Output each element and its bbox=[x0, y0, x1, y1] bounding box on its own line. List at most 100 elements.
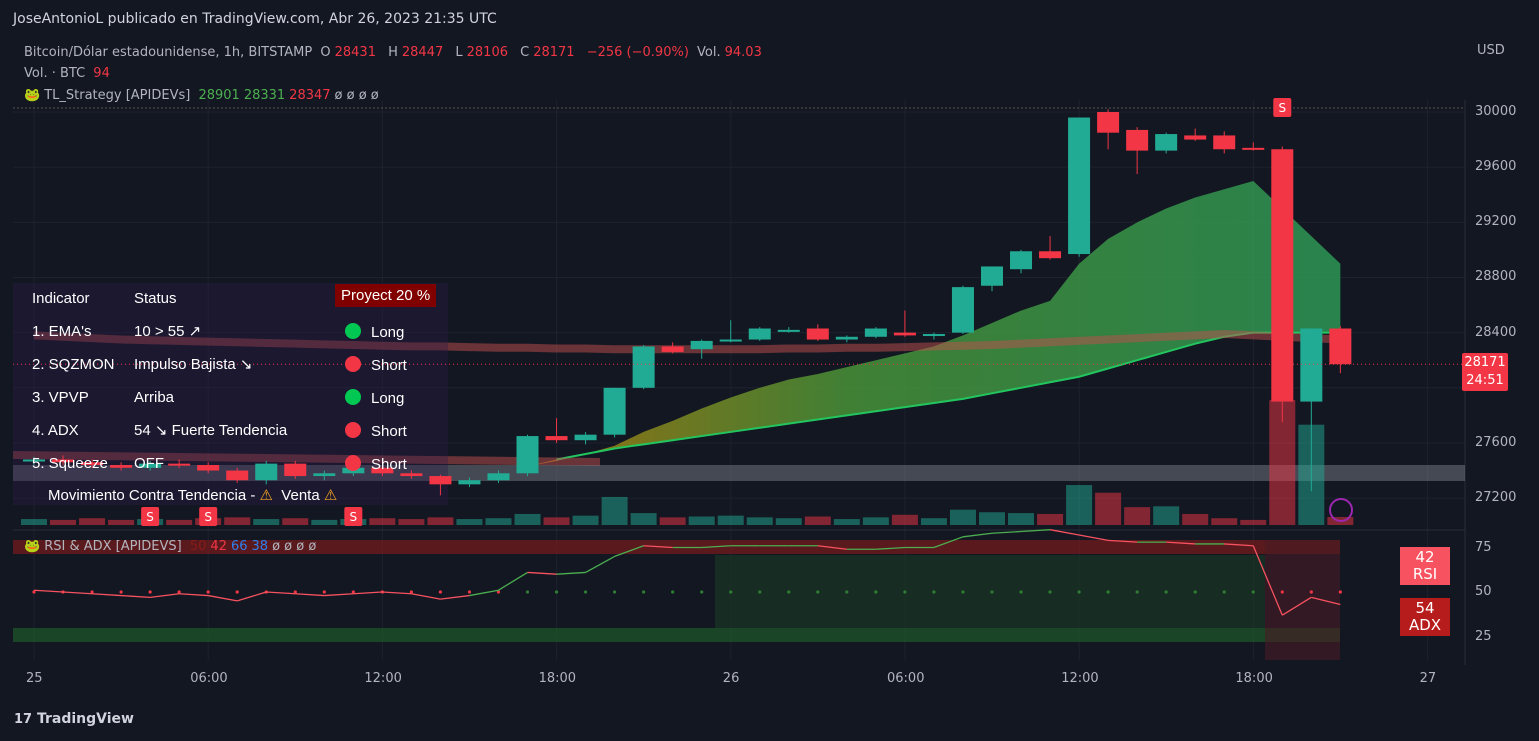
signal-dot-icon bbox=[345, 389, 361, 405]
candle-body bbox=[371, 467, 394, 474]
volume-bar bbox=[369, 518, 396, 525]
table-row-status: Arriba bbox=[134, 389, 175, 406]
high-value: 28447 bbox=[401, 45, 444, 60]
adx-dot bbox=[32, 590, 36, 594]
adx-dot bbox=[409, 590, 413, 594]
rsi-line-segment bbox=[962, 532, 993, 538]
table-row-signal: Short bbox=[345, 356, 407, 375]
frog-icon: 🐸 bbox=[24, 539, 41, 554]
publisher-header: JoseAntonioL publicado en TradingView.co… bbox=[13, 11, 497, 27]
adx-dot bbox=[438, 590, 443, 594]
candle-body bbox=[980, 266, 1003, 286]
warning-icon: ⚠ bbox=[323, 487, 338, 504]
price-tick: 27200 bbox=[1475, 490, 1517, 506]
adx-value: 66 bbox=[230, 539, 248, 554]
volume-bar bbox=[1037, 513, 1064, 525]
tradingview-logo[interactable]: 𝟭𝟳 TradingView bbox=[14, 711, 134, 727]
lightning-icon bbox=[1329, 498, 1353, 522]
adx-dot bbox=[90, 590, 94, 594]
low-value: 28106 bbox=[466, 45, 508, 60]
rsi-line-segment bbox=[62, 591, 93, 595]
candle-body bbox=[23, 459, 45, 462]
candle-body bbox=[1213, 135, 1236, 150]
strategy-title[interactable]: TL_Strategy [APIDEVs] bbox=[44, 88, 191, 103]
sell-signal-label: S bbox=[146, 510, 154, 524]
rsi-line-segment bbox=[150, 593, 180, 598]
rsi-line-segment bbox=[643, 545, 673, 549]
candle-body bbox=[951, 287, 974, 333]
volume-bar bbox=[543, 517, 570, 525]
adx-value: 38 bbox=[251, 539, 269, 554]
price-tick: 29600 bbox=[1475, 159, 1517, 175]
candle-body bbox=[922, 334, 945, 337]
rsi-line-segment bbox=[469, 589, 499, 597]
candle-body bbox=[719, 339, 742, 342]
adx-dot bbox=[496, 590, 501, 594]
footer-text: Movimiento Contra Tendencia - bbox=[48, 487, 256, 504]
adx-dot bbox=[1309, 590, 1313, 594]
adx-dot bbox=[1164, 590, 1168, 594]
adx-tag-label: ADX bbox=[1408, 616, 1442, 634]
adx-dot bbox=[525, 590, 530, 594]
table-row-status: 10 > 55 ↗ bbox=[134, 323, 202, 340]
vol-value: 94.03 bbox=[724, 45, 762, 60]
volume-bar bbox=[1124, 507, 1151, 525]
volume-bar bbox=[50, 519, 77, 525]
sell-signal-marker bbox=[199, 507, 218, 526]
symbol-title[interactable]: Bitcoin/Dólar estadounidense, 1h, BITSTA… bbox=[24, 45, 313, 60]
rsi-line-segment bbox=[353, 591, 383, 595]
sell-signal-marker bbox=[1273, 98, 1292, 117]
table-row-status: 54 ↘ Fuerte Tendencia bbox=[134, 422, 288, 439]
table-row-name: 4. ADX bbox=[32, 422, 79, 439]
rsi-line-segment bbox=[208, 594, 238, 602]
price-tick: 28800 bbox=[1475, 269, 1517, 285]
candle-body bbox=[429, 476, 452, 485]
candle-body bbox=[864, 328, 887, 337]
signal-dot-icon bbox=[345, 356, 361, 372]
table-footer: Movimiento Contra Tendencia - ⚠ Venta ⚠ bbox=[48, 487, 337, 505]
table-row-signal: Long bbox=[345, 323, 404, 342]
rsi-oversold-band bbox=[13, 628, 1340, 642]
candle-body bbox=[1126, 129, 1149, 151]
volume-bar bbox=[427, 517, 454, 525]
rsi-line-segment bbox=[382, 591, 412, 595]
time-tick: 18:00 bbox=[538, 671, 577, 686]
high-label: H bbox=[388, 45, 398, 60]
candle-body bbox=[748, 328, 771, 340]
currency-label[interactable]: USD bbox=[1477, 43, 1505, 58]
rsi-line-segment bbox=[92, 593, 122, 597]
strategy-nulls: ø ø ø ø bbox=[334, 88, 379, 103]
candle-body bbox=[458, 480, 481, 485]
volume-bar bbox=[253, 519, 280, 525]
rsi-title[interactable]: RSI & ADX [APIDEVS] bbox=[44, 539, 182, 554]
ema-cloud bbox=[527, 180, 1341, 467]
volume-value: 94 bbox=[93, 66, 110, 81]
volume-bar bbox=[891, 514, 918, 525]
rsi-value: 42 bbox=[210, 539, 227, 554]
candle-body bbox=[487, 473, 510, 481]
adx-dot bbox=[1135, 590, 1139, 594]
adx-dot bbox=[932, 590, 936, 594]
ema-slow-line bbox=[556, 331, 1341, 461]
volume-title[interactable]: Vol. · BTC bbox=[24, 66, 86, 81]
candle-body bbox=[81, 462, 104, 466]
signal-dot-icon bbox=[345, 455, 361, 471]
rsi-line-segment bbox=[1108, 539, 1138, 543]
time-tick: 26 bbox=[722, 671, 740, 686]
adx-dot bbox=[1338, 590, 1342, 594]
volume-bar bbox=[920, 518, 947, 525]
signal-label: Short bbox=[371, 357, 407, 374]
strategy-value: 28347 bbox=[289, 88, 331, 103]
open-value: 28431 bbox=[334, 45, 376, 60]
time-tick: 06:00 bbox=[887, 671, 925, 686]
rsi-line-segment bbox=[1049, 529, 1080, 536]
adx-dot bbox=[1077, 590, 1081, 594]
volume-bar bbox=[311, 519, 338, 525]
volume-bar bbox=[79, 518, 106, 525]
rsi-line-segment bbox=[527, 571, 557, 575]
candle-body bbox=[661, 346, 684, 352]
adx-dot bbox=[1280, 590, 1284, 594]
symbol-legend: Bitcoin/Dólar estadounidense, 1h, BITSTA… bbox=[24, 45, 770, 60]
rsi-line-segment bbox=[1252, 545, 1283, 616]
